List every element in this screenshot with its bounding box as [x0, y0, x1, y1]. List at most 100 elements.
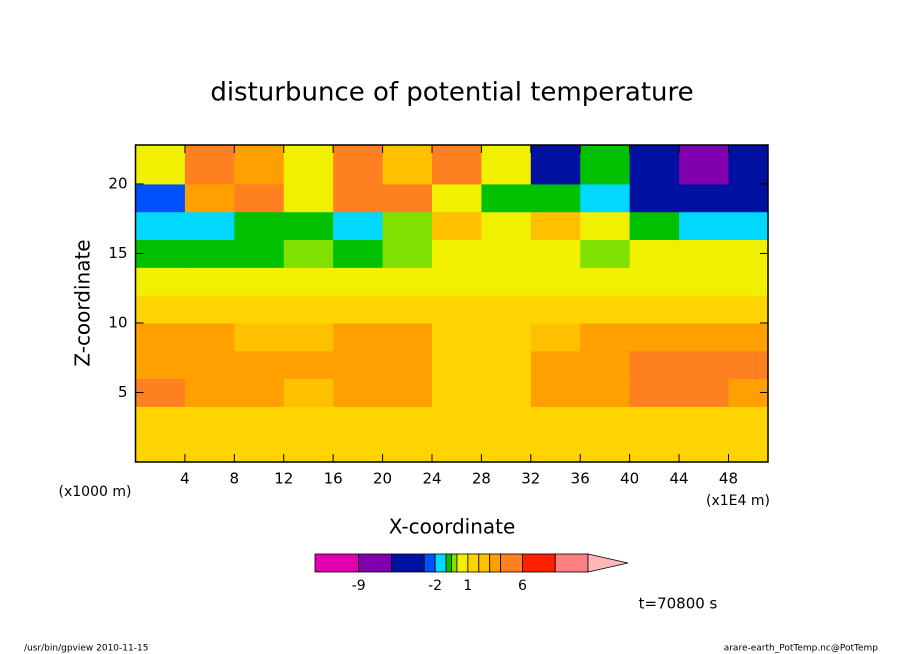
contour-cell: [679, 322, 729, 352]
contour-cell: [234, 322, 285, 352]
contour-cell: [431, 295, 482, 324]
contour-cell: [679, 239, 729, 268]
contour-cell: [580, 295, 631, 324]
contour-cell: [333, 267, 384, 296]
contour-cell: [382, 211, 433, 241]
contour-cell: [135, 295, 186, 324]
contour-cell: [580, 239, 631, 268]
footer-left: /usr/bin/gpview 2010-11-15: [24, 644, 148, 654]
contour-cell: [679, 295, 729, 324]
contour-cell: [629, 406, 680, 435]
contour-cell: [333, 350, 384, 380]
contour-cell: [283, 322, 334, 352]
contour-cell: [184, 239, 235, 268]
colorbar-segment: [456, 553, 469, 573]
contour-cell: [431, 406, 482, 435]
x-tick-label: 12: [274, 470, 293, 488]
contour-cell: [184, 350, 235, 380]
contour-cell: [283, 350, 334, 380]
x-tick-label: 16: [324, 470, 343, 488]
contour-cell: [382, 378, 433, 407]
x-tick-label: 40: [620, 470, 639, 488]
contour-cell: [184, 267, 235, 296]
contour-cell: [530, 378, 581, 407]
contour-cell: [431, 378, 482, 407]
contour-cell: [333, 239, 384, 268]
colorbar-segment: [434, 553, 447, 573]
contour-cell: [629, 211, 680, 241]
contour-cell: [629, 145, 680, 185]
contour-cell: [679, 406, 729, 435]
contour-cell: [481, 239, 532, 268]
contour-cell: [580, 434, 631, 463]
contour-cell: [382, 267, 433, 296]
y-tick-label: 15: [108, 244, 127, 262]
contour-cell: [580, 183, 631, 213]
contour-cell: [234, 434, 285, 463]
contour-cell: [234, 295, 285, 324]
colorbar-segment: [500, 553, 523, 573]
colorbar-extension: [587, 553, 629, 573]
x-tick-label: 32: [521, 470, 540, 488]
contour-cell: [530, 239, 581, 268]
contour-cell: [580, 350, 631, 380]
contour-cell: [431, 211, 482, 241]
contour-cell: [728, 267, 769, 296]
contour-cell: [580, 145, 631, 185]
contour-cell: [580, 406, 631, 435]
contour-cell: [135, 350, 186, 380]
contour-cell: [283, 267, 334, 296]
contour-cell: [234, 183, 285, 213]
contour-cell: [135, 378, 186, 407]
contour-cell: [135, 322, 186, 352]
contour-cell: [481, 183, 532, 213]
contour-cell: [184, 434, 235, 463]
contour-cell: [679, 183, 729, 213]
contour-cell: [333, 183, 384, 213]
colorbar-segment: [358, 553, 392, 573]
contour-cell: [382, 183, 433, 213]
contour-cell: [431, 239, 482, 268]
contour-cell: [580, 211, 631, 241]
contour-cell: [728, 211, 769, 241]
contour-cell: [283, 295, 334, 324]
contour-cell: [629, 350, 680, 380]
contour-cell: [530, 322, 581, 352]
contour-cell: [135, 183, 186, 213]
contour-cell: [234, 350, 285, 380]
contour-cell: [333, 434, 384, 463]
contour-cell: [431, 183, 482, 213]
contour-cell: [135, 145, 186, 185]
contour-cell: [283, 145, 334, 185]
contour-cell: [530, 406, 581, 435]
contour-cell: [530, 145, 581, 185]
contour-cell: [382, 239, 433, 268]
contour-cell: [728, 145, 769, 185]
contour-cell: [728, 434, 769, 463]
contour-cell: [382, 295, 433, 324]
contour-cell: [580, 267, 631, 296]
contour-cell: [333, 145, 384, 185]
contour-cell: [481, 322, 532, 352]
contour-cell: [283, 378, 334, 407]
contour-cell: [580, 378, 631, 407]
contour-cell: [728, 406, 769, 435]
contour-cell: [629, 378, 680, 407]
colorbar-segment: [445, 553, 452, 573]
contour-cell: [679, 145, 729, 185]
x-tick-label: 20: [373, 470, 392, 488]
contour-cell: [481, 350, 532, 380]
contour-cell: [431, 322, 482, 352]
contour-cell: [184, 295, 235, 324]
contour-cell: [728, 322, 769, 352]
contour-cell: [679, 211, 729, 241]
x-tick-label: 28: [472, 470, 491, 488]
colorbar-segment: [554, 553, 589, 573]
x-tick-label: 36: [571, 470, 590, 488]
colorbar-segment: [423, 553, 436, 573]
contour-cell: [481, 211, 532, 241]
contour-cell: [135, 267, 186, 296]
contour-cell: [283, 434, 334, 463]
contour-cell: [333, 378, 384, 407]
